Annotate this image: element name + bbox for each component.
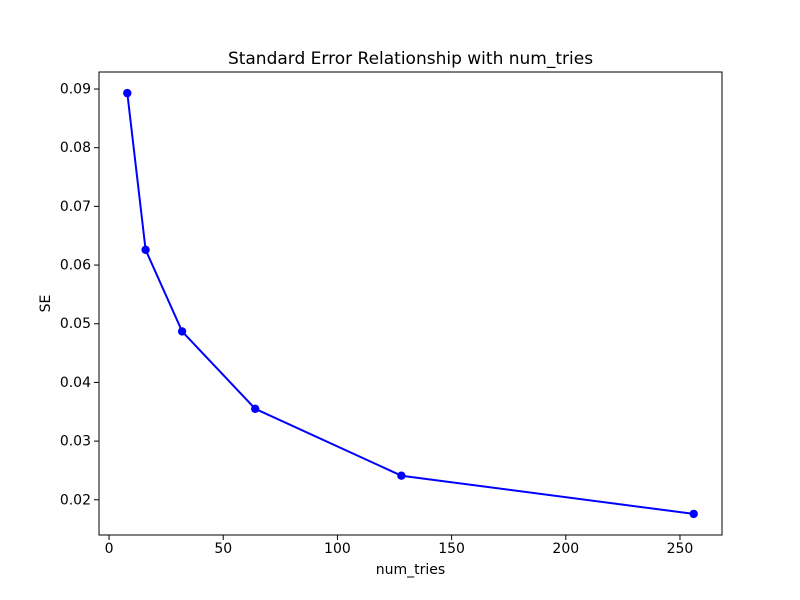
plot-area [98, 71, 723, 536]
y-tick-label: 0.06 [60, 258, 91, 274]
y-axis-label: SE [38, 295, 54, 313]
y-tick-label: 0.08 [60, 140, 91, 156]
x-tick-label: 50 [214, 541, 232, 557]
y-tick-label: 0.04 [60, 375, 91, 391]
x-tick-label: 200 [552, 541, 579, 557]
y-tick-label: 0.03 [60, 434, 91, 450]
x-axis-label: num_tries [376, 562, 445, 578]
x-axis-ticks: 0 50 100 150 200 250 [105, 535, 694, 557]
data-point [141, 245, 150, 254]
data-point [397, 471, 406, 480]
data-point [251, 404, 260, 413]
y-tick-label: 0.05 [60, 316, 91, 332]
x-tick-label: 250 [667, 541, 694, 557]
y-tick-label: 0.09 [60, 82, 91, 98]
x-tick-label: 150 [438, 541, 465, 557]
data-series [123, 88, 698, 519]
y-axis-ticks: 0.02 0.03 0.04 0.05 0.06 0.07 0.08 0.09 [60, 82, 99, 508]
data-point [123, 88, 132, 98]
x-tick-label: 100 [324, 541, 351, 557]
y-tick-label: 0.02 [60, 492, 91, 508]
chart-title: Standard Error Relationship with num_tri… [228, 49, 593, 69]
x-tick-label: 0 [105, 541, 114, 557]
data-line [126, 92, 695, 515]
data-point [689, 509, 698, 519]
data-point [177, 327, 187, 336]
y-tick-label: 0.07 [60, 199, 91, 215]
